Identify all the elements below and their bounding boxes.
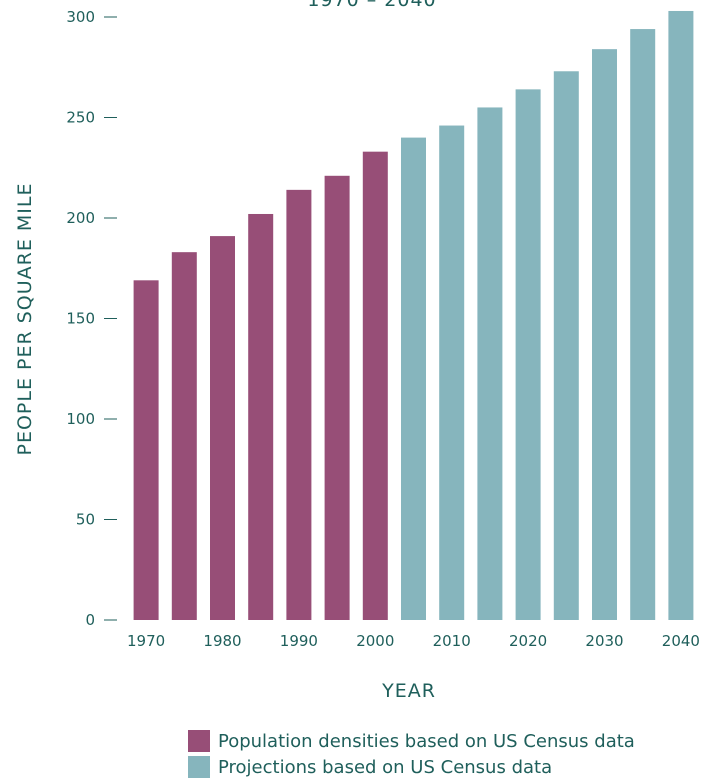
x-tick-label: 2040 bbox=[662, 632, 700, 650]
y-tick-label: 250 bbox=[66, 109, 95, 127]
legend-swatch-projections bbox=[188, 756, 210, 778]
x-tick-label: 2000 bbox=[356, 632, 394, 650]
bar-1995 bbox=[324, 175, 350, 621]
bar-1985 bbox=[248, 213, 274, 621]
legend: Population densities based on US Census … bbox=[188, 728, 635, 780]
x-tick-label: 2010 bbox=[433, 632, 471, 650]
x-axis: 1970 1980 1990 2000 2010 2020 2030 2040 bbox=[127, 632, 700, 650]
y-axis-title: PEOPLE PER SQUARE MILE bbox=[14, 183, 36, 456]
bar-2025 bbox=[553, 71, 579, 620]
bar-2035 bbox=[630, 29, 656, 621]
bar-2010 bbox=[439, 125, 465, 620]
bar-1975 bbox=[171, 252, 197, 621]
legend-item-census: Population densities based on US Census … bbox=[188, 728, 635, 754]
bar-2005 bbox=[401, 137, 426, 620]
bar-2015 bbox=[477, 107, 503, 620]
legend-swatch-census bbox=[188, 730, 210, 752]
bar-2040 bbox=[668, 10, 694, 621]
legend-label-projections: Projections based on US Census data bbox=[218, 756, 553, 778]
x-tick-label: 1980 bbox=[203, 632, 241, 650]
legend-label-census: Population densities based on US Census … bbox=[218, 730, 635, 752]
bar-1980 bbox=[210, 236, 235, 620]
y-tick-label: 50 bbox=[76, 511, 95, 529]
y-tick-label: 0 bbox=[85, 611, 95, 629]
bar-2000 bbox=[362, 151, 388, 621]
bar-1970 bbox=[133, 280, 159, 620]
bars bbox=[133, 10, 694, 621]
bar-1990 bbox=[286, 189, 312, 621]
legend-item-projections: Projections based on US Census data bbox=[188, 754, 635, 780]
y-tick-label: 100 bbox=[66, 410, 95, 428]
bar-2030 bbox=[592, 49, 617, 621]
y-tick-label: 200 bbox=[66, 209, 95, 227]
chart-title: 1970 – 2040 bbox=[307, 0, 436, 11]
y-tick-label: 300 bbox=[66, 8, 95, 26]
y-tick-label: 150 bbox=[66, 310, 95, 328]
x-tick-label: 1970 bbox=[127, 632, 165, 650]
bar-2020 bbox=[515, 89, 541, 621]
x-tick-label: 1990 bbox=[280, 632, 318, 650]
x-axis-title: YEAR bbox=[381, 680, 436, 702]
x-tick-label: 2030 bbox=[585, 632, 623, 650]
x-tick-label: 2020 bbox=[509, 632, 547, 650]
y-axis: 0 50 100 150 200 250 300 bbox=[66, 8, 117, 629]
